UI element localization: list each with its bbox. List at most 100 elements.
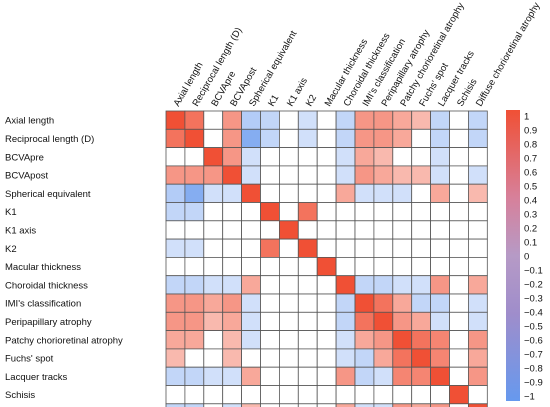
colorbar-tick-label: 1 [524, 112, 529, 123]
heatmap-cell [449, 366, 469, 386]
colorbar-tick-label: −0.1 [524, 266, 543, 277]
heatmap-cell [411, 165, 432, 185]
heatmap-cell [222, 256, 242, 277]
heatmap-cell [335, 348, 356, 368]
heatmap-cell [203, 256, 224, 277]
heatmap-cell [184, 256, 205, 277]
heatmap-cell [222, 202, 242, 222]
colorbar-tick-label: −0.7 [524, 350, 543, 361]
colorbar-tick-label: −0.6 [524, 336, 543, 347]
heatmap-cell [467, 147, 488, 167]
heatmap-cell [373, 220, 394, 240]
heatmap-cell [260, 165, 280, 185]
colorbar-tick-label: 0.7 [524, 154, 537, 165]
heatmap-cell [316, 330, 337, 350]
heatmap-cell [449, 183, 469, 203]
heatmap-cell [411, 293, 432, 313]
heatmap-cell [392, 385, 413, 405]
heatmap-cell [449, 147, 469, 167]
heatmap-cell [373, 348, 394, 368]
heatmap-cell [392, 147, 413, 167]
heatmap-cell [316, 256, 337, 277]
heatmap-cell [373, 165, 394, 185]
heatmap-cell [316, 311, 337, 331]
heatmap-cell [467, 110, 488, 130]
heatmap-cell [354, 183, 375, 203]
heatmap-cell [297, 147, 318, 167]
heatmap-cell [430, 110, 450, 130]
heatmap-cell [260, 311, 280, 331]
heatmap-cell [278, 330, 299, 350]
heatmap-cell [335, 202, 356, 222]
heatmap-cell [392, 311, 413, 331]
heatmap-cell [241, 147, 261, 167]
heatmap-cell [260, 293, 280, 313]
heatmap-cell [373, 403, 394, 407]
heatmap-cell [354, 403, 375, 407]
heatmap-cell [354, 348, 375, 368]
heatmap-cell [184, 366, 205, 386]
heatmap-cell [373, 110, 394, 130]
heatmap-cell [430, 256, 450, 277]
heatmap-cell [222, 330, 242, 350]
heatmap-cell [316, 202, 337, 222]
heatmap-cell [430, 311, 450, 331]
heatmap-cell [184, 202, 205, 222]
heatmap-cell [449, 311, 469, 331]
heatmap-cell [184, 183, 205, 203]
heatmap-cell [373, 311, 394, 331]
heatmap-cell [165, 165, 186, 185]
heatmap-cell [373, 183, 394, 203]
heatmap-cell [297, 385, 318, 405]
heatmap-cell [449, 293, 469, 313]
heatmap-cell [222, 275, 242, 295]
heatmap-cell [278, 256, 299, 277]
heatmap-cell [165, 275, 186, 295]
heatmap-cell [335, 147, 356, 167]
heatmap-cell [297, 220, 318, 240]
heatmap-cell [184, 147, 205, 167]
heatmap-cell [373, 330, 394, 350]
heatmap-cell [222, 403, 242, 407]
heatmap-cell [203, 275, 224, 295]
heatmap-cell [260, 366, 280, 386]
heatmap-cell [430, 220, 450, 240]
heatmap-cell [449, 403, 469, 407]
heatmap-cell [297, 403, 318, 407]
heatmap-cell [467, 165, 488, 185]
heatmap-cell [392, 275, 413, 295]
heatmap-cell [335, 256, 356, 277]
heatmap-cell [467, 128, 488, 149]
heatmap-cell [430, 147, 450, 167]
row-label: Axial length [5, 116, 54, 127]
colorbar-tick-label: −0.3 [524, 294, 543, 305]
heatmap-cell [449, 220, 469, 240]
heatmap-cell [335, 403, 356, 407]
heatmap-cell [297, 202, 318, 222]
heatmap-cell [184, 330, 205, 350]
heatmap-cell [411, 238, 432, 258]
heatmap-cell [316, 238, 337, 258]
row-label: Lacquer tracks [5, 372, 68, 383]
heatmap-cell [297, 183, 318, 203]
heatmap-cell [222, 220, 242, 240]
column-label: K2 [304, 93, 319, 109]
heatmap-cell [260, 385, 280, 405]
heatmap-cell [449, 128, 469, 149]
heatmap-cell [449, 165, 469, 185]
heatmap-cell [335, 385, 356, 405]
heatmap-cell [316, 403, 337, 407]
heatmap-cell [260, 147, 280, 167]
heatmap-cell [411, 311, 432, 331]
heatmap-cell [449, 275, 469, 295]
heatmap-cell [467, 366, 488, 386]
heatmap-cell [297, 275, 318, 295]
heatmap-cell [467, 238, 488, 258]
heatmap-cell [411, 330, 432, 350]
heatmap-cell [278, 202, 299, 222]
heatmap-cell [165, 348, 186, 368]
heatmap-cell [316, 366, 337, 386]
heatmap-cell [222, 238, 242, 258]
heatmap-cell [203, 385, 224, 405]
heatmap-cell [260, 110, 280, 130]
